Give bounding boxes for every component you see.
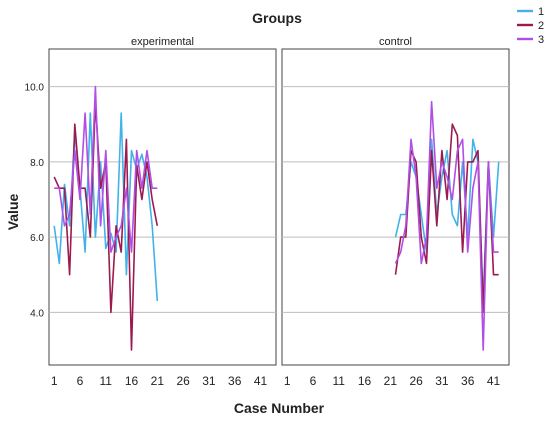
x-tick-label: 16 (358, 374, 372, 388)
x-tick-label: 1 (284, 374, 291, 388)
x-tick-label: 36 (461, 374, 475, 388)
legend-label-1: 1 (538, 6, 544, 18)
x-tick-label: 31 (202, 374, 216, 388)
x-tick-label: 6 (77, 374, 84, 388)
x-tick-label: 6 (310, 374, 317, 388)
chart-title: Groups (252, 10, 302, 26)
series-line-3 (394, 100, 499, 351)
x-tick-label: 41 (254, 374, 268, 388)
y-tick-label: 4.0 (30, 308, 44, 319)
x-tick-label: 41 (487, 374, 501, 388)
y-axis-title: Value (5, 194, 21, 231)
panel-header (282, 30, 509, 49)
x-axis-title: Case Number (234, 400, 325, 416)
y-tick-label: 10.0 (25, 83, 45, 94)
series-line-3 (54, 85, 158, 253)
x-tick-label: 21 (384, 374, 398, 388)
x-tick-label: 26 (409, 374, 423, 388)
legend-label-2: 2 (538, 20, 544, 32)
panel-label: control (379, 36, 412, 48)
x-tick-label: 11 (333, 374, 346, 388)
x-tick-label: 16 (125, 374, 139, 388)
x-tick-label: 21 (151, 374, 165, 388)
x-tick-label: 1 (51, 374, 58, 388)
x-tick-label: 36 (228, 374, 242, 388)
x-tick-label: 11 (100, 374, 113, 388)
panel-label: experimental (131, 36, 194, 48)
y-tick-label: 6.0 (30, 233, 44, 244)
x-tick-label: 26 (176, 374, 190, 388)
panel-frame (281, 48, 510, 366)
panel-frame (48, 48, 277, 366)
x-tick-label: 31 (435, 374, 449, 388)
y-tick-label: 8.0 (30, 158, 44, 169)
panel-header (49, 30, 276, 49)
legend-label-3: 3 (538, 34, 544, 46)
